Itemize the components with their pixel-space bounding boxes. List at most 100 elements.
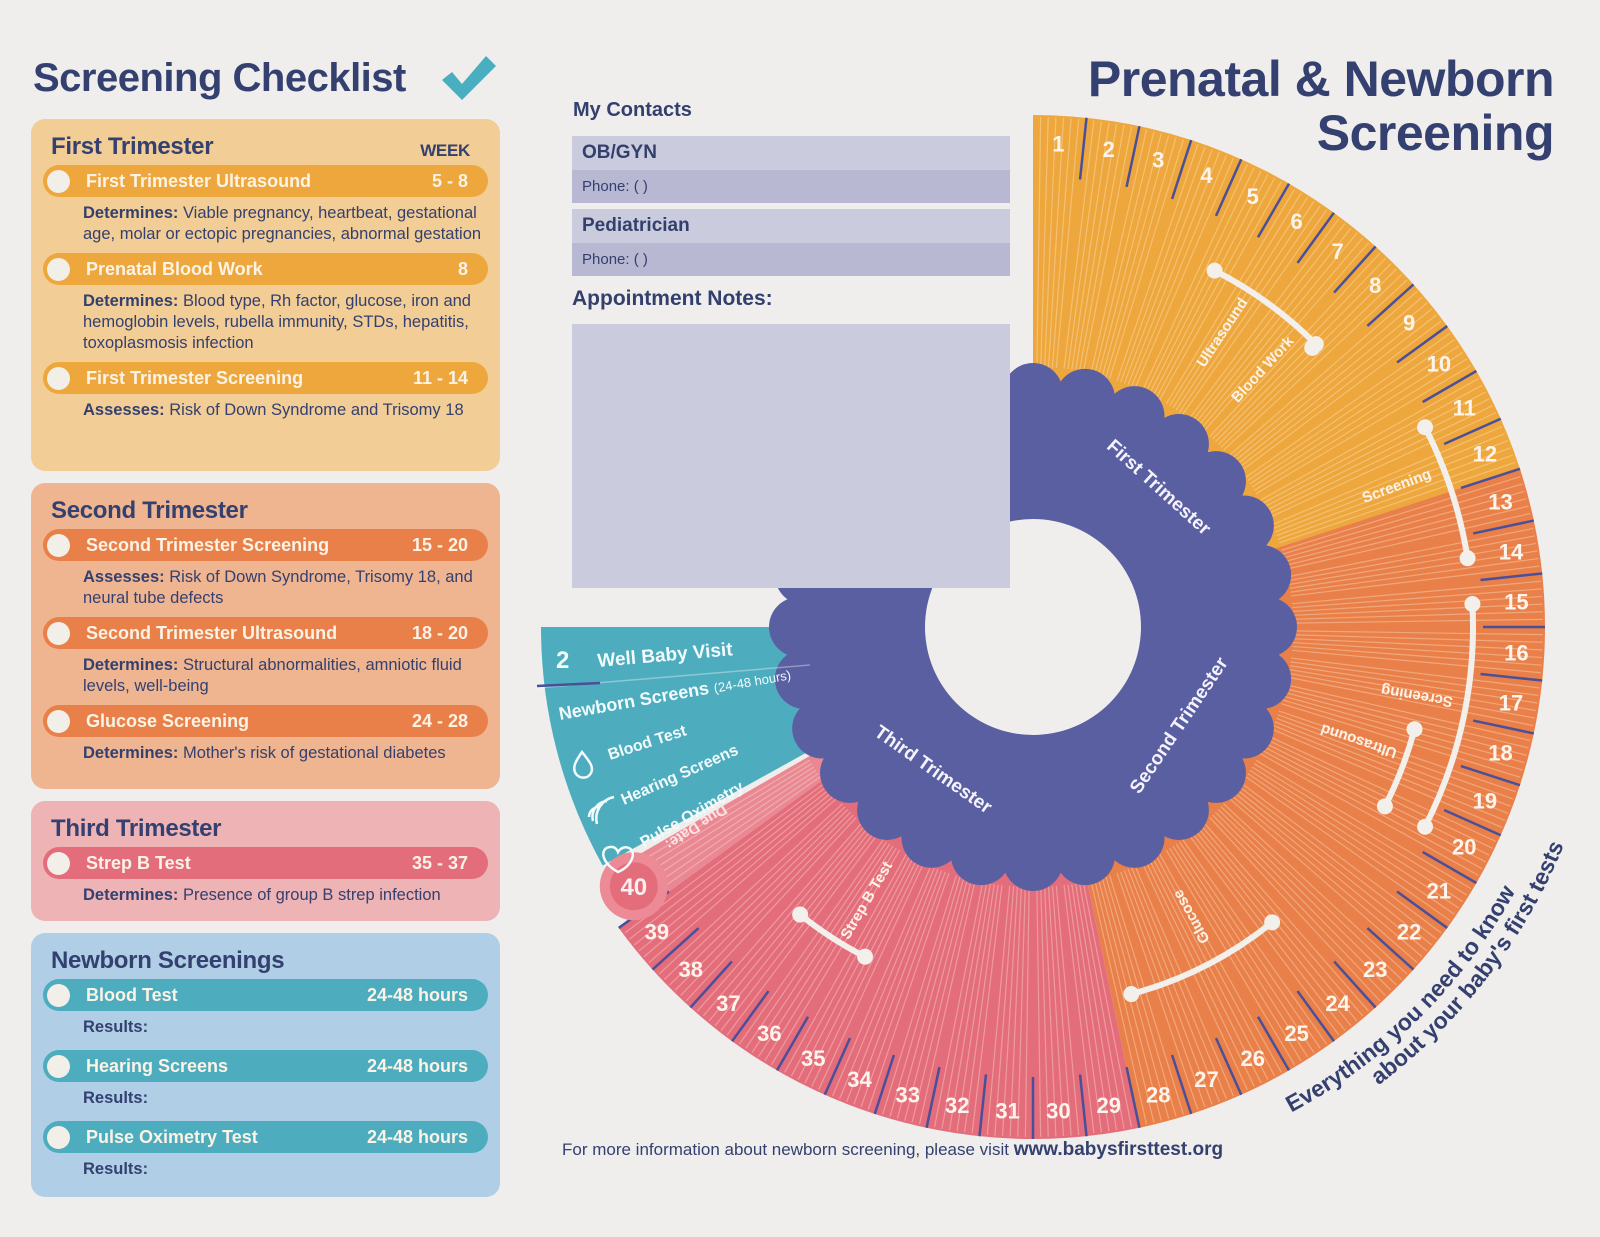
week-label: 2 — [1103, 137, 1115, 162]
checkbox[interactable] — [47, 851, 70, 875]
second-trimester-panel: Second Trimester Second Trimester Screen… — [31, 483, 500, 789]
item-description: Assesses: Risk of Down Syndrome and Tris… — [83, 401, 464, 419]
website-link[interactable]: www.babysfirsttest.org — [1013, 1139, 1224, 1160]
screening-range-arc — [1128, 919, 1276, 998]
week-tick — [1256, 1016, 1291, 1072]
week-label: 5 — [1247, 184, 1259, 209]
item-weeks: 11 - 14 — [412, 367, 468, 388]
week-tick — [1125, 125, 1141, 188]
week-label: 13 — [1488, 490, 1512, 515]
checkbox[interactable] — [47, 621, 70, 645]
checkbox[interactable] — [47, 709, 70, 733]
checkbox[interactable] — [47, 366, 70, 390]
week-label: 19 — [1473, 788, 1497, 813]
week-tick — [1214, 158, 1243, 217]
week-label: 27 — [1194, 1067, 1218, 1092]
footer-info: For more information about newborn scree… — [562, 1139, 1224, 1160]
checkbox[interactable] — [47, 1054, 70, 1078]
week-label: 31 — [995, 1098, 1019, 1123]
page-title: Prenatal & Newborn Screening — [1087, 51, 1555, 161]
week-tick — [1472, 519, 1535, 535]
week-tick — [1170, 139, 1193, 200]
checkbox[interactable] — [47, 983, 70, 1007]
item-description: Determines: Presence of group B strep in… — [83, 886, 441, 904]
item-name: Second Trimester Screening — [86, 534, 330, 555]
results-field[interactable]: Results: — [83, 1089, 149, 1107]
week-label: 16 — [1504, 640, 1528, 665]
week-label: 23 — [1363, 957, 1387, 982]
week-tick — [1422, 369, 1478, 404]
checklist-item[interactable]: First Trimester Screening 11 - 14 — [43, 362, 488, 394]
checklist-item[interactable]: Hearing Screens 24-48 hours — [43, 1050, 488, 1082]
week-tick — [978, 1074, 988, 1137]
checklist-item[interactable]: Strep B Test 35 - 37 — [43, 847, 488, 879]
checklist-item[interactable]: Glucose Screening 24 - 28 — [43, 705, 488, 737]
item-weeks: 15 - 20 — [411, 534, 468, 555]
section-title: Third Trimester — [51, 815, 222, 842]
week-label: 21 — [1427, 879, 1451, 904]
week-label: 15 — [1504, 590, 1528, 615]
checklist-item[interactable]: Pulse Oximetry Test 24-48 hours — [43, 1121, 488, 1153]
week-label: 22 — [1397, 920, 1421, 945]
checklist-item[interactable]: First Trimester Ultrasound 5 - 8 — [43, 165, 488, 197]
checkbox[interactable] — [47, 169, 70, 193]
week-label: 37 — [716, 991, 740, 1016]
week-label: 4 — [1200, 163, 1213, 188]
week-label: 12 — [1473, 442, 1497, 467]
checklist-item[interactable]: Prenatal Blood Work 8 — [43, 253, 488, 285]
checklist-item[interactable]: Second Trimester Ultrasound 18 - 20 — [43, 617, 488, 649]
results-field[interactable]: Results: — [83, 1160, 149, 1178]
week-label: 8 — [1369, 273, 1381, 298]
week-tick — [1396, 890, 1448, 929]
item-description: Determines: Structural abnormalities, am… — [83, 656, 462, 695]
week-tick — [823, 1037, 852, 1096]
week-tick — [689, 960, 733, 1009]
item-weeks: 24 - 28 — [411, 710, 468, 731]
checkbox[interactable] — [47, 1125, 70, 1149]
checklist-item[interactable]: Second Trimester Screening 15 - 20 — [43, 529, 488, 561]
week-label: 34 — [847, 1067, 872, 1092]
screening-range-arc — [1211, 267, 1319, 348]
week-label: 26 — [1240, 1046, 1264, 1071]
appointment-notes-field[interactable] — [572, 324, 1010, 588]
checklist-item[interactable]: Blood Test 24-48 hours — [43, 979, 488, 1011]
item-weeks: 35 - 37 — [411, 852, 468, 873]
week-tick — [651, 927, 700, 971]
week-tick — [1480, 572, 1543, 582]
item-name: Hearing Screens — [86, 1055, 229, 1076]
item-description: Determines: Viable pregnancy, heartbeat,… — [83, 204, 482, 243]
week-label: 17 — [1499, 691, 1523, 716]
item-name: Blood Test — [86, 984, 178, 1005]
week-label: 39 — [645, 920, 669, 945]
week-tick — [925, 1066, 941, 1129]
contacts-title: My Contacts — [573, 99, 692, 121]
week-tick — [1443, 417, 1502, 446]
item-weeks: 5 - 8 — [431, 170, 468, 191]
checkbox[interactable] — [47, 533, 70, 557]
week-label: 18 — [1488, 740, 1512, 765]
week-tick — [1125, 1066, 1141, 1129]
week-tick — [1296, 212, 1335, 264]
week-tick — [1333, 960, 1377, 1009]
checkbox[interactable] — [47, 257, 70, 281]
week-tick — [1366, 283, 1415, 327]
week-label: 24 — [1325, 991, 1350, 1016]
week-tick — [731, 990, 770, 1042]
results-field[interactable]: Results: — [83, 1018, 149, 1036]
week-tick — [1078, 117, 1088, 180]
week-label: 10 — [1427, 351, 1451, 376]
week-label: 7 — [1331, 239, 1343, 264]
contact-obgyn: OB/GYN Phone: ( ) — [572, 136, 1010, 203]
phone-field[interactable]: Phone: ( ) — [572, 170, 1010, 203]
item-name: Second Trimester Ultrasound — [86, 622, 338, 643]
week-label: 35 — [801, 1046, 825, 1071]
week-tick — [873, 1054, 896, 1115]
phone-field[interactable]: Phone: ( ) — [572, 243, 1010, 276]
contact-name: OB/GYN — [582, 142, 657, 163]
section-title: Second Trimester — [51, 497, 248, 524]
item-description: Assesses: Risk of Down Syndrome, Trisomy… — [83, 568, 473, 607]
week-label: 25 — [1284, 1021, 1308, 1046]
newborn-screenings-panel: Newborn Screenings Blood Test 24-48 hours… — [31, 933, 500, 1197]
section-title: Newborn Screenings — [51, 947, 285, 974]
week-label: 14 — [1499, 539, 1524, 564]
